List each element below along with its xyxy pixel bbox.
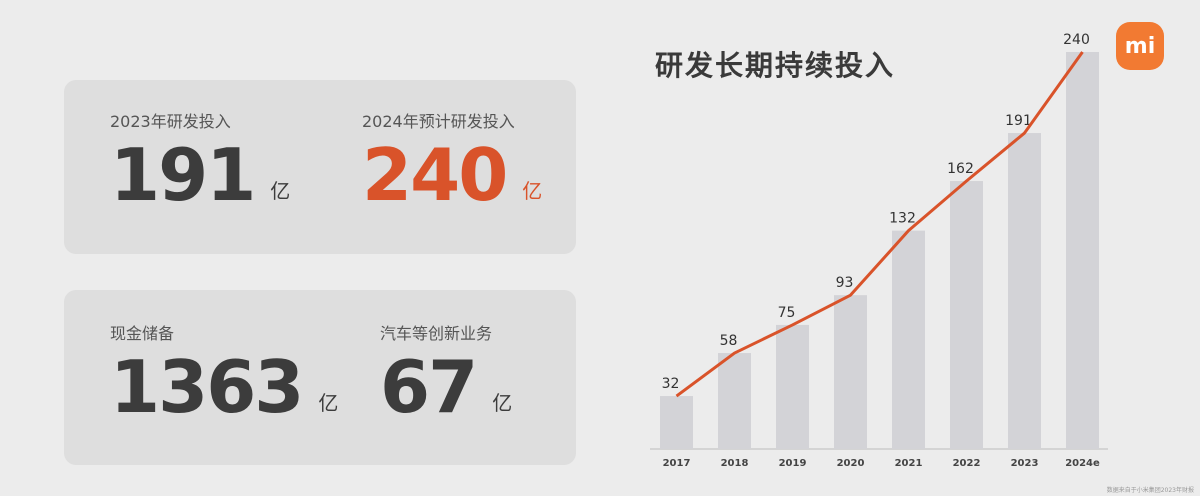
tick-label-2019: 2019 <box>779 458 807 469</box>
xiaomi-logo-icon: mi <box>1116 22 1164 70</box>
bar-2017 <box>660 396 693 449</box>
data-label-2023: 191 <box>1005 113 1032 129</box>
rd-2023-label: 2023年研发投入 <box>110 112 231 131</box>
data-label-2021: 132 <box>889 211 916 227</box>
data-label-2024e: 240 <box>1063 32 1090 48</box>
bar-2020 <box>834 295 867 449</box>
innovation-label: 汽车等创新业务 <box>380 324 493 343</box>
tick-label-2017: 2017 <box>663 458 691 469</box>
innovation-unit: 亿 <box>492 391 513 415</box>
data-label-2020: 93 <box>836 275 854 291</box>
tick-label-2018: 2018 <box>721 458 749 469</box>
tick-label-2020: 2020 <box>837 458 865 469</box>
innovation-stat: 汽车等创新业务 67 亿 <box>380 320 513 429</box>
source-note: 数据来自于小米集团2023年财报 <box>1106 487 1194 494</box>
tick-label-2024e: 2024e <box>1065 458 1100 469</box>
bar-2019 <box>776 324 809 449</box>
data-label-2018: 58 <box>720 333 738 349</box>
tick-label-2023: 2023 <box>1011 458 1039 469</box>
bar-2022 <box>950 181 983 449</box>
tick-label-2022: 2022 <box>953 458 981 469</box>
cash-reserve-stat: 现金储备 1363 亿 <box>110 320 339 429</box>
rd-2023-value: 191 <box>110 133 256 217</box>
cash-reserve-value: 1363 <box>110 345 304 429</box>
bar-2023 <box>1008 133 1041 449</box>
rd-2024-unit: 亿 <box>522 179 543 203</box>
bar-2018 <box>718 353 751 449</box>
rd-2023-stat: 2023年研发投入 191 亿 <box>110 108 291 217</box>
rd-2024-stat: 2024年预计研发投入 240 亿 <box>362 108 543 217</box>
bar-2021 <box>892 230 925 449</box>
rd-investment-card: 2023年研发投入 191 亿 2024年预计研发投入 240 亿 <box>64 80 576 254</box>
rd-2024-label: 2024年预计研发投入 <box>362 112 515 131</box>
bar-2024e <box>1066 52 1099 449</box>
data-label-2017: 32 <box>662 376 680 392</box>
data-label-2019: 75 <box>778 305 796 321</box>
chart-title: 研发长期持续投入 <box>655 49 896 82</box>
innovation-value: 67 <box>380 345 478 429</box>
tick-label-2021: 2021 <box>895 458 923 469</box>
data-label-2022: 162 <box>947 161 974 177</box>
cash-innovation-card: 现金储备 1363 亿 汽车等创新业务 67 亿 <box>64 290 576 465</box>
cash-reserve-unit: 亿 <box>318 391 339 415</box>
rd-2023-unit: 亿 <box>270 179 291 203</box>
trend-line <box>675 51 1084 398</box>
cash-reserve-label: 现金储备 <box>110 324 175 343</box>
rd-2024-value: 240 <box>362 133 508 217</box>
